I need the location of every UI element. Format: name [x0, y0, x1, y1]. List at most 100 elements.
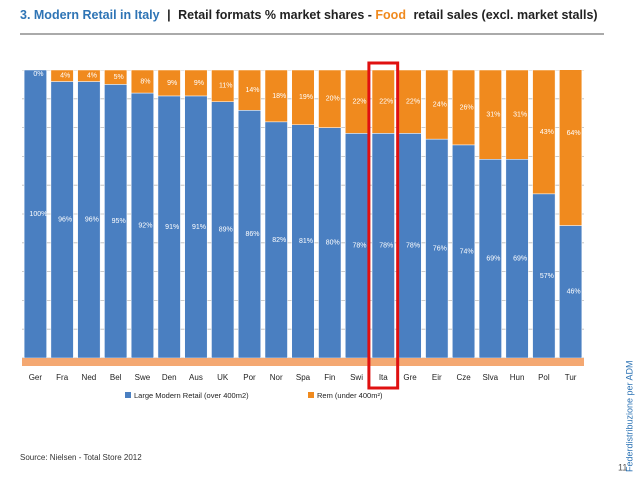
value-label: 20%: [326, 96, 340, 103]
value-label: 100%: [29, 211, 47, 218]
value-label: 9%: [194, 80, 204, 87]
x-tick-label: Aus: [189, 373, 203, 382]
x-tick-label: Fin: [324, 373, 335, 382]
legend-swatch: [125, 392, 131, 398]
bar-segment: [77, 70, 101, 82]
x-tick-label: UK: [217, 373, 229, 382]
bar-segment: [50, 70, 74, 82]
side-note: Federdistribuzione per ADM: [624, 360, 634, 472]
value-label: 8%: [140, 78, 150, 85]
x-tick-label: Ger: [29, 373, 43, 382]
bar-segment: [318, 70, 342, 128]
value-label: 91%: [165, 224, 179, 231]
bar-segment: [291, 70, 315, 125]
value-label: 9%: [167, 80, 177, 87]
bar-segment: [505, 70, 529, 160]
value-label: 95%: [112, 218, 126, 225]
labels: 100% 0% 96% 4% 96% 4% 95% 5% 92% 8% 91% 9% 91% 9% 89% 1…: [29, 71, 580, 296]
x-tick-label: Tur: [565, 373, 577, 382]
value-label: 89%: [219, 227, 233, 234]
legend-swatch: [308, 392, 314, 398]
x-tick-label: Fra: [56, 373, 69, 382]
title-highlight: Food: [375, 8, 406, 22]
bar-segment: [371, 70, 395, 134]
legend-label: Rem (under 400m²): [317, 391, 383, 400]
value-label: 57%: [540, 273, 554, 280]
x-tick-label: Cze: [456, 373, 471, 382]
bar-segment: [184, 70, 208, 97]
bar-segment: [130, 70, 154, 94]
bar-segment: [237, 70, 261, 111]
value-label: 22%: [379, 99, 393, 106]
x-tick-label: Ita: [379, 373, 388, 382]
value-label: 5%: [114, 74, 124, 81]
x-tick-label: Por: [243, 373, 256, 382]
title-part: 3. Modern Retail in Italy: [20, 8, 160, 22]
bar-segment: [264, 70, 288, 123]
value-label: 96%: [85, 217, 99, 224]
value-label: 69%: [513, 255, 527, 262]
value-label: 76%: [433, 245, 447, 252]
x-tick-label: Slva: [483, 373, 499, 382]
x-tick-label: Spa: [296, 373, 311, 382]
x-tick-label: Bel: [110, 373, 122, 382]
bar-segment: [532, 70, 556, 195]
value-label: 19%: [299, 94, 313, 101]
value-label: 22%: [353, 99, 367, 106]
x-tick-label: Den: [162, 373, 177, 382]
x-tick-label: Pol: [538, 373, 550, 382]
x-tick-label: Swe: [135, 373, 151, 382]
x-tick-label: Swi: [350, 373, 363, 382]
legend-label: Large Modern Retail (over 400m2): [134, 391, 249, 400]
value-label: 43%: [540, 129, 554, 136]
value-label: 46%: [567, 289, 581, 296]
value-label: 78%: [379, 243, 393, 250]
title-separator: |: [167, 8, 171, 22]
value-label: 81%: [299, 238, 313, 245]
value-label: 4%: [60, 73, 70, 80]
value-label: 26%: [460, 104, 474, 111]
bar-segment: [478, 70, 502, 160]
value-label: 69%: [486, 255, 500, 262]
bar-segment: [104, 70, 128, 85]
bar-segment: [559, 70, 583, 226]
title-part: Retail formats % market shares -: [178, 8, 375, 22]
value-label: 78%: [353, 243, 367, 250]
value-label: 96%: [58, 217, 72, 224]
x-tick-label: Nor: [270, 373, 283, 382]
bar-segment: [452, 70, 476, 146]
page-number: 11: [618, 462, 627, 472]
value-label: 14%: [245, 87, 259, 94]
value-label: 74%: [460, 248, 474, 255]
highlight-box: [367, 61, 400, 390]
value-label: 91%: [192, 224, 206, 231]
value-label: 86%: [245, 231, 259, 238]
value-label: 0%: [33, 71, 43, 78]
value-label: 11%: [219, 83, 233, 90]
value-label: 31%: [513, 111, 527, 118]
bar-segment: [211, 70, 235, 102]
value-label: 24%: [433, 101, 447, 108]
value-label: 80%: [326, 240, 340, 247]
value-label: 4%: [87, 73, 97, 80]
value-label: 22%: [406, 99, 420, 106]
value-label: 64%: [567, 130, 581, 137]
bar-segment: [157, 70, 181, 97]
bar-segment: [23, 70, 47, 358]
plot: [22, 70, 584, 358]
value-label: 92%: [138, 222, 152, 229]
title-part: retail sales (excl. market stalls): [413, 8, 597, 22]
value-label: 18%: [272, 93, 286, 100]
source: Source: Nielsen - Total Store 2012: [20, 453, 142, 462]
value-label: 82%: [272, 237, 286, 244]
floor: [22, 358, 584, 366]
bar-segment: [425, 70, 449, 140]
x-tick-label: Hun: [510, 373, 525, 382]
value-label: 78%: [406, 243, 420, 250]
title: 3. Modern Retail in Italy | Retail forma…: [20, 8, 598, 22]
x-tick-label: Gre: [403, 373, 417, 382]
x-tick-label: Eir: [432, 373, 442, 382]
x-tick-label: Ned: [82, 373, 97, 382]
value-label: 31%: [486, 111, 500, 118]
